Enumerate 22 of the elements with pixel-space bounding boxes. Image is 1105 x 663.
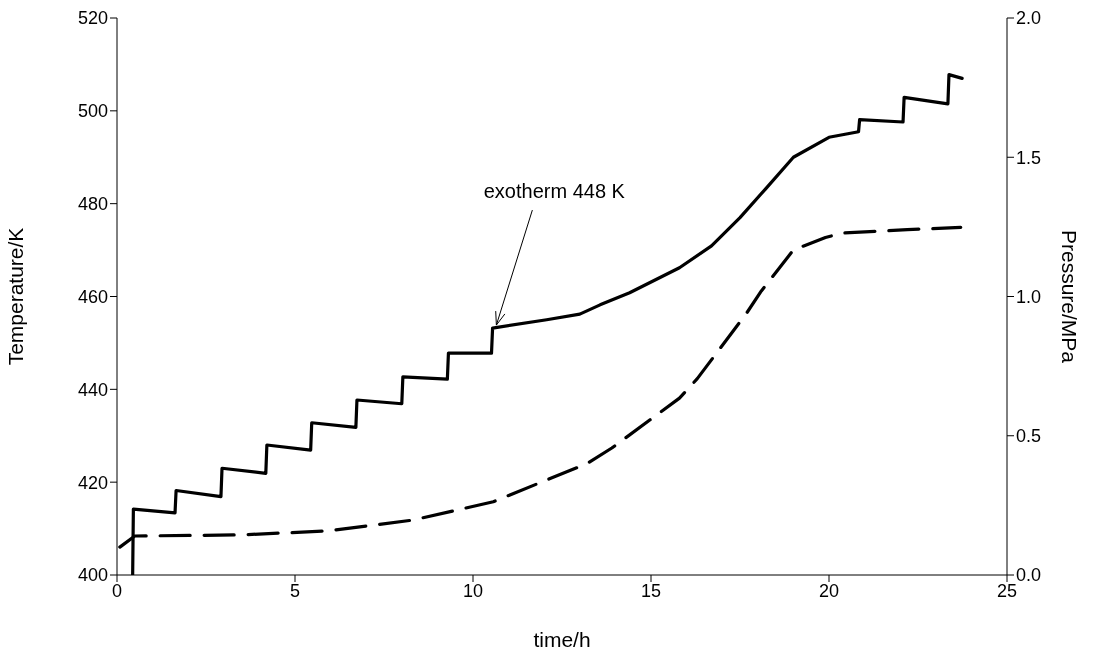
y2-tick-label: 2.0 [1016,8,1042,29]
x-tick-label: 5 [289,580,301,601]
y2-tick-label: 0.0 [1016,565,1042,586]
y-tick-label: 440 [77,379,108,400]
y2-tick-label: 0.5 [1016,426,1042,447]
x-axis-title: time/h [533,628,591,651]
x-tick-label: 25 [996,580,1018,601]
y-tick-label: 500 [77,101,108,122]
y-axis-title: Temperature/K [4,227,28,366]
y-tick-label: 460 [77,286,108,307]
y-tick-label: 480 [77,194,108,215]
y-tick-label: 520 [77,8,108,29]
y-tick-label: 400 [77,565,108,586]
x-tick-label: 15 [640,580,662,601]
y2-axis-title: Pressure/MPa [1057,229,1081,364]
annotation: exotherm 448 K [483,180,626,203]
x-tick-label: 0 [111,580,123,601]
y2-tick-label: 1.5 [1016,147,1042,168]
y2-tick-label: 1.0 [1016,286,1042,307]
x-tick-label: 10 [462,580,484,601]
y-tick-label: 420 [77,472,108,493]
x-tick-label: 20 [818,580,840,601]
